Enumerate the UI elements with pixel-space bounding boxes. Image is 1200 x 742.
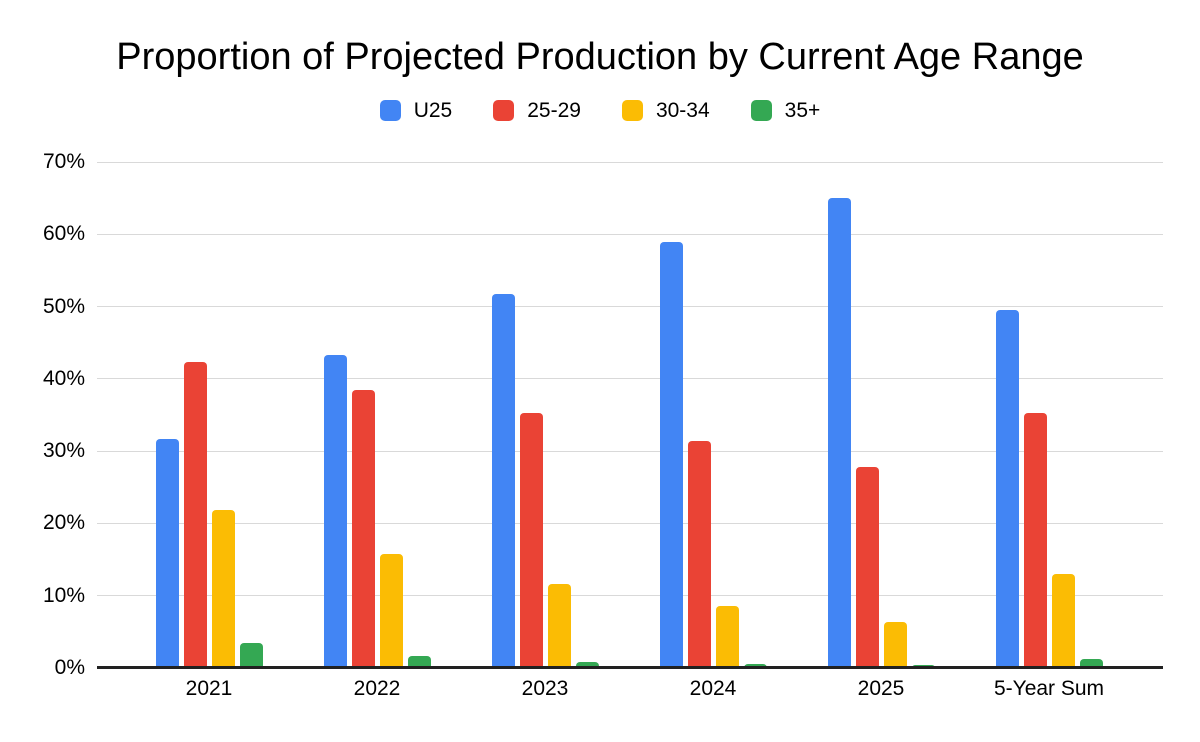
y-axis-tick-label: 70% [42,150,85,173]
legend-swatch-icon [493,100,515,121]
gridline [97,306,1163,308]
legend-item-35+: 35+ [750,99,821,122]
bar-30-34-2024 [715,605,739,668]
x-axis-tick-label: 2022 [353,677,401,700]
bar-U25-5-Year Sum [995,310,1019,668]
gridline [97,522,1163,524]
chart-legend: U25 25-29 30-34 35+ [0,100,1200,121]
bar-35+-2022 [407,656,431,668]
bar-35+-5-Year Sum [1079,658,1103,668]
legend-label: 30-34 [655,99,710,122]
bar-U25-2021 [155,438,179,668]
bar-30-34-2022 [379,553,403,668]
gridline [97,161,1163,163]
y-axis-tick-label: 0% [54,656,85,679]
legend-item-U25: U25 [379,99,453,122]
y-axis-tick-label: 30% [42,439,85,463]
legend-swatch-icon [379,100,401,121]
bar-35+-2021 [239,642,263,668]
x-axis-tick-label: 2021 [185,677,233,700]
bar-35+-2024 [743,663,767,668]
bar-30-34-2025 [883,621,907,668]
bar-25-29-2025 [855,467,879,668]
bar-25-29-5-Year Sum [1023,412,1047,668]
bar-U25-2022 [323,355,347,668]
gridline [97,233,1163,235]
x-axis-tick-label: 5-Year Sum [993,677,1105,700]
bar-U25-2023 [491,294,515,668]
x-axis-tick-label: 2025 [857,677,905,700]
legend-label: U25 [413,99,453,122]
bar-30-34-5-Year Sum [1051,574,1075,668]
y-axis-tick-label: 60% [42,222,85,246]
y-axis-tick-label: 10% [42,583,85,607]
bar-25-29-2021 [183,362,207,668]
bar-25-29-2024 [687,441,711,668]
plot-area [97,161,1163,669]
bar-U25-2024 [659,242,683,668]
legend-item-30-34: 30-34 [621,99,710,122]
legend-label: 25-29 [527,99,581,122]
y-axis-tick-label: 50% [42,294,85,318]
bar-25-29-2023 [519,412,543,668]
legend-swatch-icon [750,100,772,121]
x-axis-line [97,666,1163,669]
y-axis-tick-label: 20% [42,511,85,535]
bar-25-29-2022 [351,390,375,668]
x-axis-tick-label: 2023 [521,677,569,700]
legend-label: 35+ [784,99,821,122]
bar-30-34-2023 [547,584,571,668]
bar-35+-2023 [575,662,599,668]
bar-U25-2025 [827,198,851,668]
bar-30-34-2021 [211,509,235,668]
gridline [97,595,1163,597]
y-axis-tick-label: 40% [42,366,85,390]
legend-swatch-icon [621,100,643,121]
chart-title: Proportion of Projected Production by Cu… [116,36,1084,78]
gridline [97,450,1163,452]
x-axis-tick-label: 2024 [689,677,737,700]
legend-item-25-29: 25-29 [493,100,581,121]
gridline [97,378,1163,380]
